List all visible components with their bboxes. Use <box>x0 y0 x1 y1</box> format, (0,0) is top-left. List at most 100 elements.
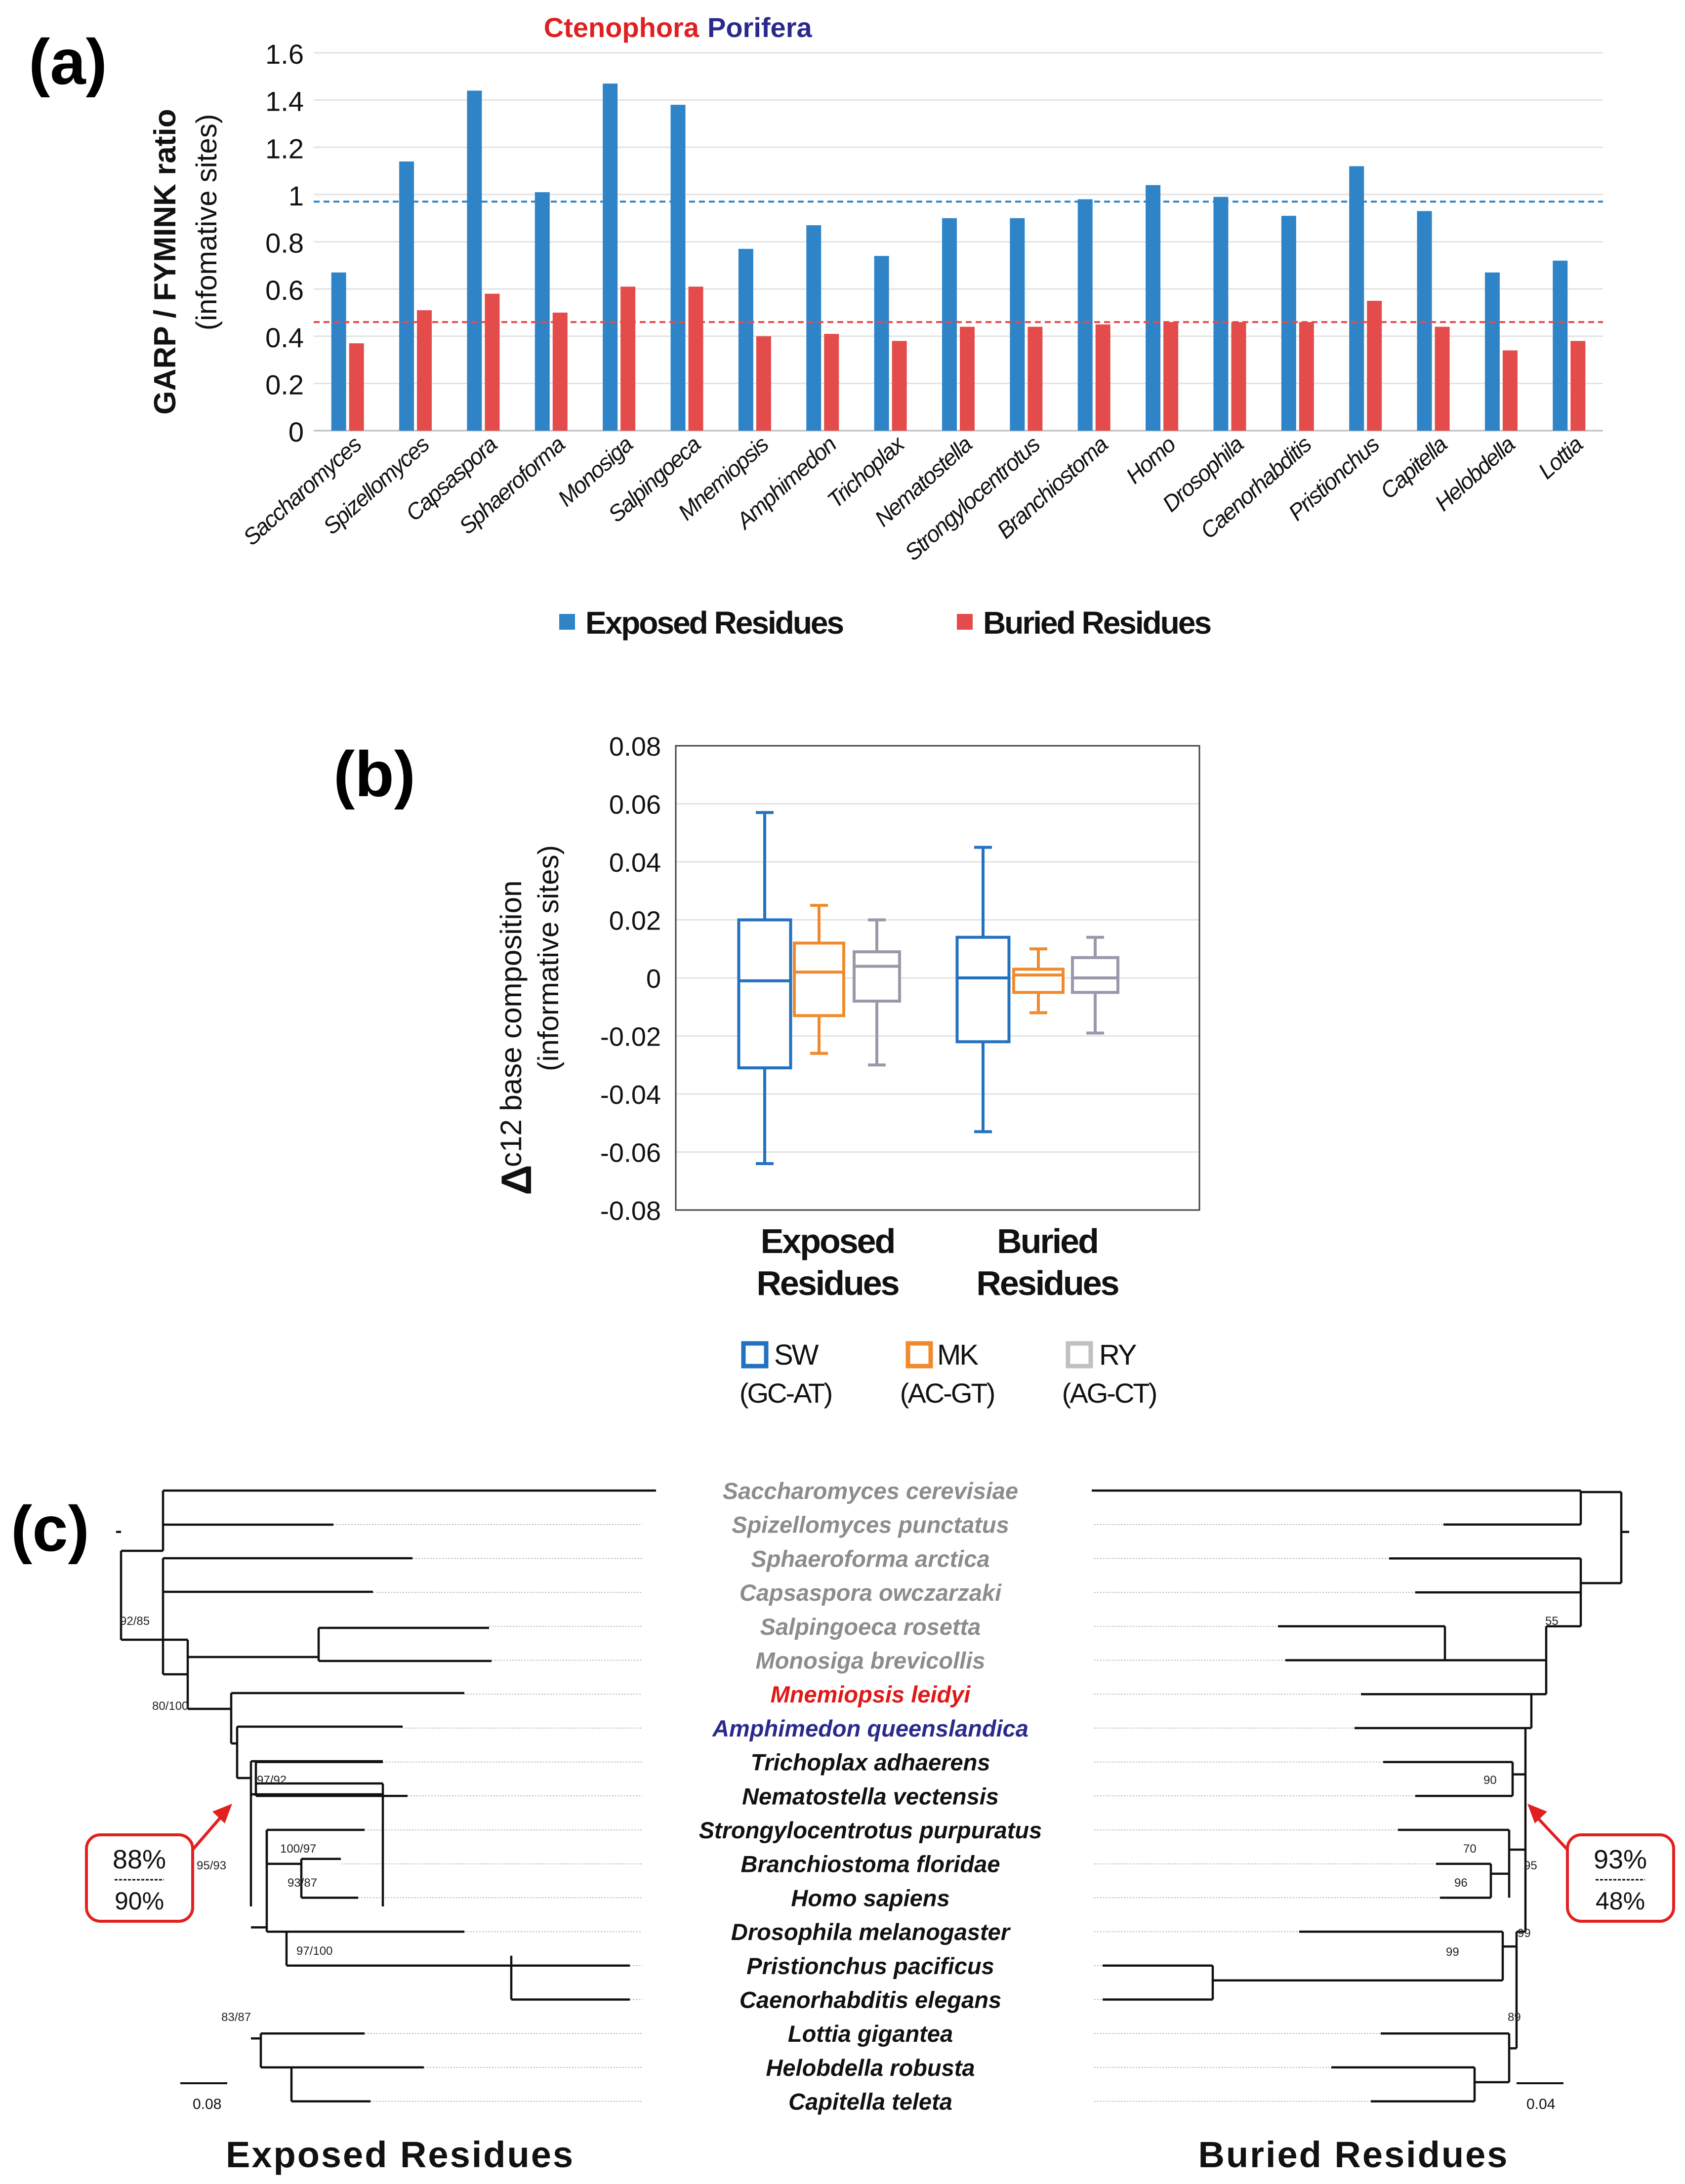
callout-value-top: 88% <box>113 1845 166 1874</box>
bar-exposed <box>1281 215 1296 431</box>
tree-title-buried: Buried Residues <box>1198 2134 1509 2175</box>
y-tick-label: 0.6 <box>265 275 304 306</box>
arrow-head-icon <box>212 1804 232 1823</box>
legend: SW (GC-AT) MK (AC-GT) RY (AG-CT) <box>740 1339 1158 1409</box>
support-label: 93/87 <box>288 1876 317 1890</box>
bar-buried <box>1435 326 1450 431</box>
x-tick-label: Homo <box>1121 431 1181 488</box>
callout-right: 93% 48% <box>1527 1804 1675 1923</box>
taxon-label: Homo sapiens <box>791 1885 949 1911</box>
y-tick-label: 1.4 <box>265 86 304 117</box>
bar-exposed <box>331 272 346 431</box>
support-label: 89 <box>1508 2011 1521 2024</box>
tree-branch <box>1361 1693 1546 1730</box>
tree-branch <box>254 1761 408 1797</box>
panel-a-label: (a) <box>29 26 107 98</box>
bar-exposed <box>1484 272 1500 431</box>
taxon-label: Saccharomyces cerevisiae <box>723 1478 1018 1504</box>
y-tick-label: -0.04 <box>600 1080 661 1110</box>
box-sw <box>737 811 792 1165</box>
tree-branch <box>1355 1727 1527 1797</box>
group-label-exposed-line2: Residues <box>756 1264 899 1302</box>
bar-exposed <box>738 248 753 431</box>
y-tick-label: 0.08 <box>609 732 661 762</box>
legend-label-sw: SW <box>774 1339 819 1371</box>
box-iqr <box>853 950 901 1003</box>
support-label: 96 <box>1454 1876 1468 1890</box>
legend-sub-mk: (AC-GT) <box>900 1377 994 1409</box>
x-tick-label: Lottia <box>1533 431 1588 484</box>
support-label: 97/100 <box>296 1944 332 1958</box>
group-label-buried-line2: Residues <box>976 1264 1118 1302</box>
legend-swatch-ry <box>1066 1341 1093 1369</box>
tree-branch <box>1278 1625 1581 1695</box>
taxon-label: Drosophila melanogaster <box>731 1919 1011 1945</box>
taxon-label: Spizellomyces punctatus <box>732 1512 1009 1538</box>
support-label: 97/92 <box>257 1774 287 1787</box>
tree-branch <box>251 1830 268 2040</box>
support-label: 100/97 <box>280 1842 316 1856</box>
taxon-label: Amphimedon queenslandica <box>712 1715 1028 1741</box>
scale-label-right: 0.04 <box>1526 2096 1555 2112</box>
box-iqr <box>737 918 792 1070</box>
tree-exposed-detail <box>251 1761 630 2103</box>
bar-buried <box>1163 322 1179 431</box>
box-iqr <box>1012 968 1065 994</box>
taxon-label: Lottia gigantea <box>788 2021 953 2047</box>
y-axis-delta-symbol: Δ <box>493 1165 540 1195</box>
x-tick-label: Saccharomyces <box>238 431 367 550</box>
taxon-label: Nematostella vectensis <box>742 1783 999 1809</box>
leader-lines <box>333 1490 1443 2102</box>
bar-buried <box>485 293 500 431</box>
taxon-label: Capitella teleta <box>788 2089 952 2115</box>
taxon-label: Capsaspora owczarzaki <box>740 1579 1002 1606</box>
tree-exposed <box>120 1489 656 1906</box>
bar-buried <box>960 326 975 431</box>
tree-branch <box>1103 1930 1525 2049</box>
bar-exposed <box>399 161 414 431</box>
bar-exposed <box>1077 199 1093 431</box>
callout-value-bottom: 90% <box>115 1887 164 1915</box>
tree-buried <box>116 1489 1629 2103</box>
taxon-label: Salpingoeca rosetta <box>760 1614 981 1640</box>
box-sw <box>955 846 1011 1133</box>
support-label: 95/93 <box>197 1859 226 1872</box>
y-axis-subtitle: (infomative sites) <box>191 114 223 330</box>
tree-branch <box>1389 1557 1621 1626</box>
box-iqr <box>793 941 845 1017</box>
tree-branch <box>267 1930 630 2001</box>
legend: Exposed Residues Buried Residues <box>559 605 1212 641</box>
plot-frame <box>675 745 1200 1211</box>
bar-exposed <box>603 83 618 431</box>
tree-branch <box>259 2032 424 2103</box>
bar-exposed <box>874 256 889 431</box>
bar-buried <box>756 336 771 431</box>
bar-exposed <box>1417 211 1432 431</box>
bar-buried <box>1502 350 1518 431</box>
y-tick-label: -0.06 <box>600 1138 661 1168</box>
taxon-label: Caenorhabditis elegans <box>740 1987 1001 2013</box>
y-axis-title: c12 base composition <box>494 881 528 1167</box>
taxon-label: Strongylocentrotus purpuratus <box>699 1817 1042 1843</box>
panel-c-label: (c) <box>11 1493 89 1565</box>
legend-swatch-exposed <box>559 614 575 630</box>
support-label: 99 <box>1446 1945 1459 1959</box>
support-label: 95 <box>1524 1859 1537 1872</box>
y-tick-label: -0.02 <box>600 1022 661 1052</box>
bar-buried <box>417 310 432 431</box>
taxon-label: Trichoplax adhaerens <box>751 1749 990 1776</box>
bar-buried <box>349 343 364 431</box>
bar-buried <box>552 312 568 431</box>
legend-swatch-mk <box>905 1341 933 1369</box>
bar-exposed <box>806 225 822 431</box>
panel-b-label: (b) <box>333 738 415 810</box>
taxon-label: Helobdella robusta <box>766 2055 975 2081</box>
y-tick-label: -0.08 <box>600 1196 661 1226</box>
bar-exposed <box>1010 218 1025 431</box>
callout-value-top: 93% <box>1594 1845 1647 1874</box>
taxon-label: Mnemiopsis leidyi <box>771 1681 971 1707</box>
box-ry <box>853 918 901 1067</box>
support-label: 70 <box>1463 1842 1477 1856</box>
legend-label-ry: RY <box>1099 1339 1137 1371</box>
